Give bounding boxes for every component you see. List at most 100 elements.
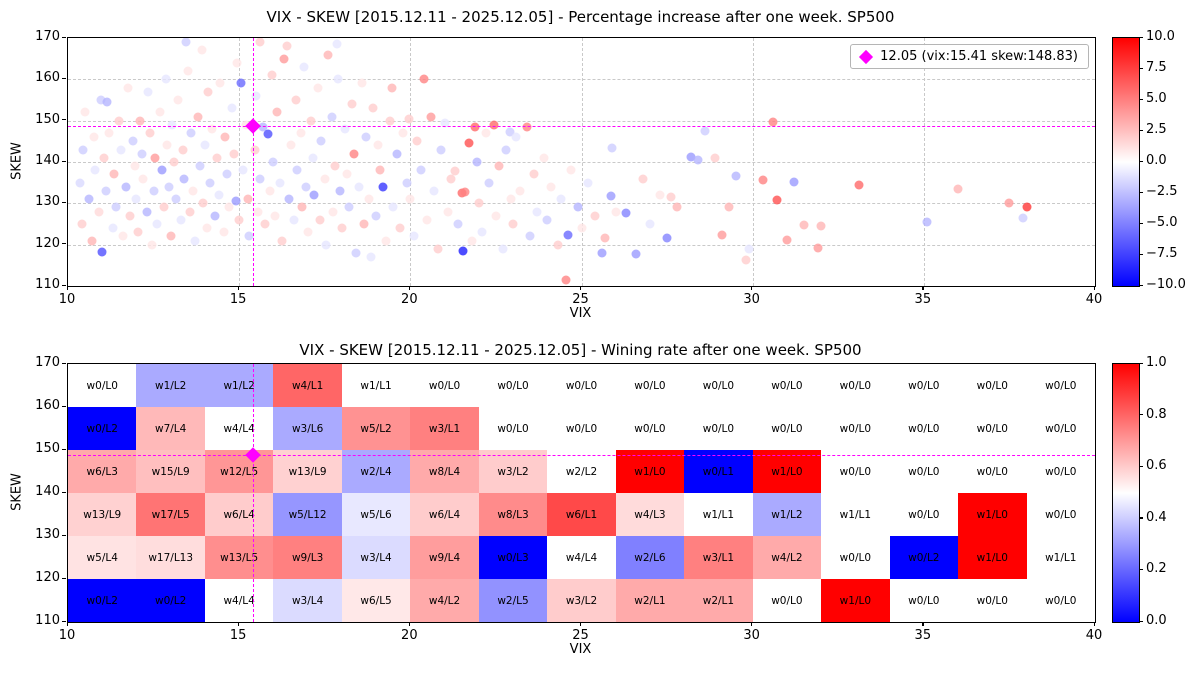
- scatter-point: [185, 207, 195, 217]
- x-tick-label: 25: [572, 628, 589, 643]
- y-tick-mark: [62, 405, 66, 407]
- scatter-point: [525, 231, 535, 241]
- heatmap-cell: w0/L0: [958, 407, 1027, 450]
- x-tick-mark: [580, 286, 582, 290]
- y-tick-label: 110: [35, 277, 60, 292]
- heatmap-cell: w0/L0: [821, 450, 890, 493]
- scatter-point: [131, 194, 141, 204]
- heatmap-cell: w5/L2: [341, 407, 411, 450]
- scatter-point: [116, 145, 126, 155]
- scatter-point: [306, 116, 316, 126]
- heatmap-cell: w1/L1: [821, 493, 890, 536]
- x-tick-label: 30: [743, 628, 760, 643]
- y-tick-label: 160: [35, 70, 60, 86]
- scatter-point: [481, 128, 491, 138]
- scatter-point: [600, 233, 610, 243]
- y-tick-label: 120: [35, 235, 60, 251]
- colorbar-tick-label: 10.0: [1146, 29, 1175, 44]
- scatter-point: [181, 38, 191, 47]
- scatter-point: [186, 128, 196, 138]
- scatter-point: [284, 194, 294, 204]
- heatmap-cell: w0/L0: [1026, 407, 1095, 450]
- scatter-point: [142, 207, 152, 217]
- scatter-point: [446, 174, 456, 184]
- scatter-point: [258, 122, 268, 132]
- heatmap-cell: w0/L0: [684, 364, 753, 407]
- colorbar-tick-mark: [1139, 284, 1143, 286]
- colorbar-tick-mark: [1139, 568, 1143, 571]
- scatter-point: [611, 207, 621, 217]
- scatter-point: [77, 219, 87, 229]
- scatter-point: [371, 211, 381, 221]
- gridline: [68, 162, 1095, 163]
- x-tick-mark: [922, 286, 924, 290]
- scatter-point: [505, 127, 515, 137]
- scatter-point: [263, 129, 273, 139]
- x-tick-mark: [408, 286, 411, 290]
- scatter-point: [375, 165, 385, 175]
- scatter-point: [342, 169, 352, 179]
- heatmap-cell: w1/L0: [752, 450, 822, 493]
- colorbar-tick-mark: [1139, 222, 1143, 224]
- x-tick-mark: [408, 622, 411, 626]
- scatter-point: [508, 219, 518, 229]
- heatmap-cell: w7/L4: [136, 407, 205, 450]
- heatmap-cell: w3/L6: [273, 407, 342, 450]
- scatter-point: [693, 155, 703, 165]
- colorbar-tick-label: −5.0: [1146, 215, 1178, 230]
- scatter-point: [232, 58, 242, 68]
- scatter-point: [97, 247, 107, 257]
- colorbar-tick-label: −2.5: [1146, 184, 1178, 199]
- heatmap-cell: w4/L4: [204, 579, 274, 622]
- gridline: [68, 120, 1095, 122]
- heatmap-cell: w1/L2: [204, 364, 274, 407]
- scatter-point: [118, 231, 128, 241]
- scatter-point: [147, 240, 157, 250]
- heatmap-cell: w0/L0: [821, 407, 890, 450]
- scatter-point: [202, 223, 212, 233]
- scatter-point: [474, 198, 484, 208]
- scatter-point: [340, 124, 350, 134]
- scatter-point: [392, 149, 402, 159]
- scatter-point: [816, 221, 826, 231]
- scatter-point: [159, 202, 169, 212]
- heatmap-cell: w0/L0: [547, 407, 616, 450]
- colorbar-tick-mark: [1139, 253, 1143, 255]
- scatter-point: [561, 275, 571, 285]
- scatter-point: [214, 190, 224, 200]
- x-tick-label: 35: [914, 292, 932, 307]
- heatmap-cell: w0/L0: [410, 364, 479, 407]
- heatmap-cell: w1/L0: [821, 579, 890, 622]
- heatmap-cell: w1/L1: [684, 493, 753, 536]
- heatmap-cell: w4/L2: [752, 536, 822, 579]
- scatter-point: [782, 235, 792, 245]
- heatmap-cell: w8/L4: [410, 450, 479, 493]
- scatter-point: [244, 231, 254, 241]
- scatter-point: [398, 128, 408, 138]
- scatter-point: [621, 208, 631, 218]
- scatter-point: [590, 211, 600, 221]
- colorbar-tick-mark: [1139, 67, 1143, 69]
- colorbar-tick-mark: [1139, 414, 1143, 416]
- scatter-point: [366, 252, 376, 262]
- y-tick-mark: [62, 77, 66, 80]
- scatter-point: [162, 140, 172, 150]
- scatter-point: [96, 95, 106, 105]
- heatmap-cell: w6/L5: [341, 579, 411, 622]
- scatter-point: [138, 174, 148, 184]
- scatter-point: [583, 178, 593, 188]
- scatter-point: [638, 174, 648, 184]
- scatter-point: [145, 128, 155, 138]
- scatter-colorbar: [1112, 37, 1140, 287]
- scatter-point: [114, 116, 124, 126]
- scatter-point: [511, 132, 521, 142]
- heatmap-cell: w3/L1: [410, 407, 479, 450]
- colorbar-tick-mark: [1139, 98, 1143, 100]
- scatter-point: [388, 202, 398, 212]
- heatmap-cell: w5/L4: [68, 536, 137, 579]
- scatter-point: [772, 195, 782, 205]
- scatter-point: [467, 236, 477, 246]
- heatmap-colorbar: [1112, 363, 1140, 623]
- scatter-point: [813, 243, 823, 253]
- colorbar-tick-label: 1.0: [1146, 355, 1167, 370]
